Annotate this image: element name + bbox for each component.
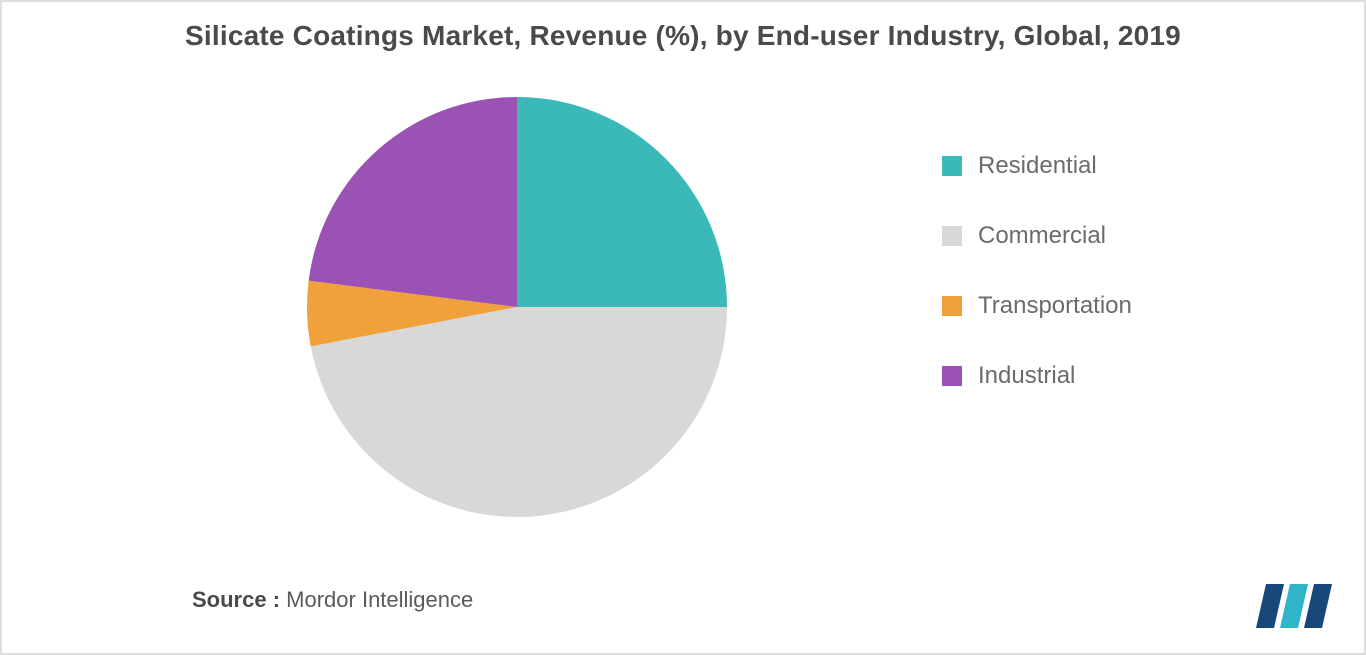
legend-item-residential: Residential xyxy=(942,152,1132,180)
logo-bar xyxy=(1280,584,1308,628)
mordor-logo-icon xyxy=(1252,581,1334,631)
logo-bar xyxy=(1256,584,1284,628)
legend-item-commercial: Commercial xyxy=(942,222,1132,250)
pie-chart xyxy=(302,92,732,522)
legend-swatch xyxy=(942,366,962,386)
legend-label: Commercial xyxy=(978,222,1106,250)
legend-label: Transportation xyxy=(978,292,1132,320)
legend-swatch xyxy=(942,226,962,246)
chart-title: Silicate Coatings Market, Revenue (%), b… xyxy=(2,20,1364,52)
legend-label: Industrial xyxy=(978,362,1075,390)
legend-item-transportation: Transportation xyxy=(942,292,1132,320)
pie-slice xyxy=(309,97,517,307)
logo-bar xyxy=(1304,584,1332,628)
pie-slice xyxy=(517,97,727,307)
legend-swatch xyxy=(942,156,962,176)
legend-swatch xyxy=(942,296,962,316)
legend-label: Residential xyxy=(978,152,1097,180)
legend-item-industrial: Industrial xyxy=(942,362,1132,390)
source-label: Source : xyxy=(192,587,280,612)
legend: Residential Commercial Transportation In… xyxy=(942,152,1132,390)
source-value: Mordor Intelligence xyxy=(286,587,473,612)
source-attribution: Source : Mordor Intelligence xyxy=(192,587,473,613)
pie-slice xyxy=(311,307,727,517)
chart-frame: Silicate Coatings Market, Revenue (%), b… xyxy=(0,0,1366,655)
